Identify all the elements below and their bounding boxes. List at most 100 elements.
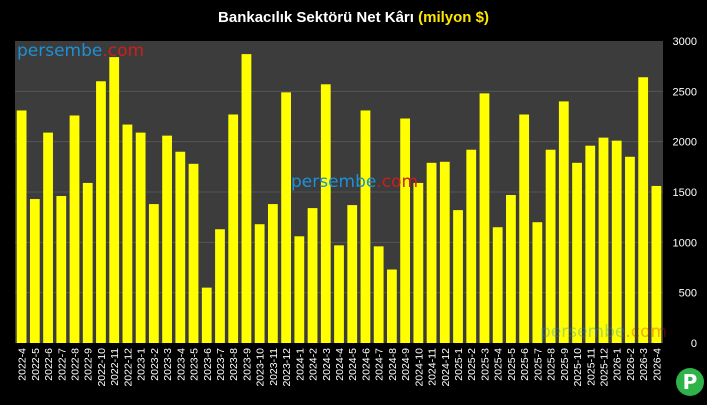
bar (254, 224, 265, 343)
x-tick-label: 2025-6 (519, 348, 531, 381)
bar (638, 77, 649, 344)
chart-title-main: Bankacılık Sektörü Net Kârı (218, 9, 414, 26)
y-tick-label: 2000 (673, 137, 697, 149)
bar (29, 199, 40, 343)
x-tick-label: 2024-10 (413, 348, 425, 387)
x-tick-label: 2023-1 (136, 348, 148, 381)
watermark-part1: persembe (540, 322, 626, 342)
x-tick-label: 2024-12 (440, 348, 452, 387)
bar (228, 114, 239, 344)
y-tick-label: 3000 (673, 36, 697, 48)
bar (532, 222, 543, 343)
bar (360, 110, 371, 344)
x-tick-label: 2023-10 (255, 348, 267, 387)
bar (188, 163, 199, 343)
bar (320, 84, 331, 343)
x-tick-label: 2024-4 (334, 348, 346, 381)
x-tick-label: 2022-4 (17, 348, 29, 381)
x-tick-label: 2022-6 (43, 348, 55, 381)
x-tick-label: 2022-10 (96, 348, 108, 387)
bar (109, 57, 120, 344)
x-tick-label: 2024-6 (360, 348, 372, 381)
x-tick-label: 2024-8 (387, 348, 399, 381)
bar (294, 236, 305, 343)
x-tick-label: 2023-3 (162, 348, 174, 381)
y-tick-label: 1000 (673, 237, 697, 249)
bar (439, 161, 450, 343)
bar (162, 135, 172, 343)
bar (545, 149, 556, 343)
bar (241, 54, 252, 344)
bar (598, 137, 609, 343)
bar (625, 156, 635, 343)
bar (96, 81, 106, 344)
bar (413, 182, 424, 343)
x-tick-label: 2023-11 (268, 348, 280, 386)
x-tick-label: 2023-8 (228, 348, 240, 381)
bar (558, 101, 569, 344)
x-tick-label: 2026-3 (638, 348, 650, 381)
persembe-logo-icon[interactable]: P (676, 368, 704, 396)
x-tick-label: 2022-7 (56, 348, 68, 381)
y-tick-label: 1500 (673, 187, 697, 199)
x-tick-label: 2025-8 (546, 348, 558, 381)
bar (479, 93, 490, 343)
bar (334, 245, 344, 343)
bar (82, 182, 93, 343)
x-tick-label: 2023-12 (281, 348, 293, 387)
bar (135, 132, 146, 343)
bar (572, 162, 582, 343)
watermark-part2: .com (376, 172, 419, 192)
bar (373, 246, 384, 343)
bar (426, 162, 437, 343)
bar (506, 195, 516, 343)
x-tick-label: 2022-5 (30, 348, 42, 381)
x-tick-label: 2024-1 (294, 348, 306, 381)
watermark-part1: persembe (291, 172, 377, 192)
chart-title-unit: (milyon $) (418, 9, 489, 26)
x-tick-label: 2026-1 (612, 348, 624, 381)
y-tick-label: 0 (691, 338, 697, 350)
watermark-part2: .com (102, 41, 145, 61)
bar (43, 132, 53, 343)
x-tick-label: 2025-3 (479, 348, 491, 381)
x-tick-label: 2025-7 (532, 348, 544, 381)
bar (307, 208, 318, 343)
x-tick-label: 2023-6 (202, 348, 214, 381)
x-tick-label: 2022-8 (70, 348, 82, 381)
x-tick-label: 2023-9 (241, 348, 253, 381)
bar (215, 229, 225, 343)
watermark-top-left: persembe.com (17, 41, 144, 61)
x-tick-label: 2024-9 (400, 348, 412, 381)
bar (585, 145, 596, 343)
bar (69, 115, 80, 344)
x-tick-label: 2025-12 (598, 348, 610, 387)
bar (267, 204, 278, 343)
x-tick-label: 2024-7 (374, 348, 386, 381)
bar (347, 205, 358, 343)
bar (400, 118, 411, 343)
x-tick-label: 2023-4 (175, 348, 187, 381)
x-tick-label: 2022-12 (122, 348, 134, 387)
x-tick-label: 2024-11 (427, 348, 439, 386)
x-tick-label: 2024-5 (347, 348, 359, 381)
x-tick-label: 2024-2 (308, 348, 320, 381)
bar (56, 196, 67, 343)
x-tick-label: 2023-7 (215, 348, 227, 381)
bar (148, 204, 159, 343)
x-tick-label: 2025-4 (493, 348, 505, 381)
bar (651, 185, 662, 343)
bar (16, 110, 27, 344)
watermark-part2: .com (625, 322, 668, 342)
bar (281, 92, 291, 343)
bar (611, 140, 622, 343)
x-tick-label: 2025-11 (585, 348, 597, 386)
bar (122, 124, 133, 343)
y-tick-label: 2500 (673, 86, 697, 98)
bar (201, 287, 212, 343)
bar (466, 149, 477, 343)
x-tick-label: 2025-2 (466, 348, 478, 381)
x-tick-label: 2026-4 (651, 348, 663, 381)
